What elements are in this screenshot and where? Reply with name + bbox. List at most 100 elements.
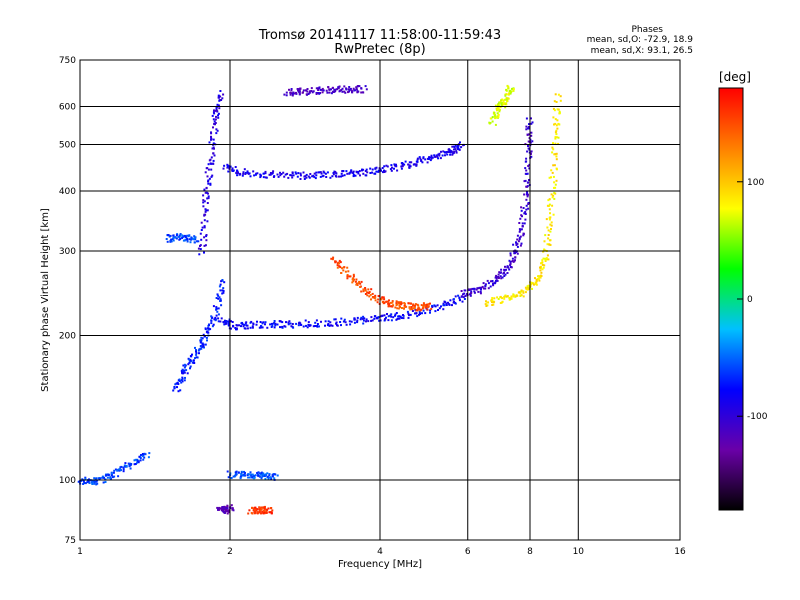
data-point xyxy=(350,320,353,323)
data-point xyxy=(129,462,132,465)
data-point xyxy=(136,460,139,463)
data-point xyxy=(285,321,287,324)
data-point xyxy=(420,304,423,307)
data-point xyxy=(481,285,484,288)
data-point xyxy=(451,145,454,148)
data-point xyxy=(342,266,345,269)
data-point xyxy=(494,276,497,279)
data-point xyxy=(381,314,384,317)
data-point xyxy=(372,296,375,299)
data-point xyxy=(191,361,194,364)
data-point xyxy=(333,318,336,321)
data-point xyxy=(553,197,556,200)
data-point xyxy=(434,310,437,313)
data-point xyxy=(267,477,270,479)
data-point xyxy=(353,318,356,321)
data-point xyxy=(555,167,558,170)
data-point xyxy=(272,170,275,173)
data-point xyxy=(559,95,562,98)
data-point xyxy=(547,204,550,207)
data-point xyxy=(201,337,204,340)
data-point xyxy=(554,142,557,145)
data-point xyxy=(504,294,507,297)
data-point xyxy=(396,307,399,310)
data-point xyxy=(434,305,437,308)
data-point xyxy=(398,301,401,304)
data-point xyxy=(191,353,193,356)
data-point xyxy=(147,456,150,459)
data-point xyxy=(504,93,507,96)
data-point xyxy=(137,461,140,464)
data-point xyxy=(355,283,358,286)
data-point xyxy=(441,154,444,157)
data-point xyxy=(209,328,212,331)
data-point xyxy=(528,133,531,136)
data-point xyxy=(218,508,221,511)
data-point xyxy=(538,279,541,282)
data-point xyxy=(457,144,459,147)
data-point xyxy=(433,154,436,157)
data-point xyxy=(181,234,184,237)
data-point xyxy=(257,471,260,474)
data-point xyxy=(123,464,126,467)
data-point xyxy=(340,317,343,320)
data-point xyxy=(241,174,244,177)
data-point xyxy=(557,136,560,139)
data-point xyxy=(422,157,425,160)
data-point xyxy=(550,224,553,227)
data-point xyxy=(547,229,550,232)
data-point xyxy=(413,163,416,166)
data-point xyxy=(401,165,404,168)
data-point xyxy=(412,303,415,306)
data-point xyxy=(331,175,334,178)
data-point xyxy=(547,199,550,202)
data-point xyxy=(328,324,331,327)
data-point xyxy=(512,293,515,296)
data-point xyxy=(528,167,531,170)
data-point xyxy=(530,117,532,120)
data-point xyxy=(226,512,229,515)
data-point xyxy=(211,174,214,177)
data-point xyxy=(279,320,282,323)
data-point xyxy=(491,297,494,299)
data-point xyxy=(244,474,247,477)
data-point xyxy=(497,113,500,116)
data-point xyxy=(336,324,338,327)
data-point xyxy=(330,88,332,91)
data-point xyxy=(491,304,494,306)
data-point xyxy=(362,172,365,175)
data-point xyxy=(200,339,203,342)
data-point xyxy=(500,99,503,102)
data-point xyxy=(458,148,461,151)
data-point xyxy=(556,127,559,130)
data-point xyxy=(262,506,265,509)
data-point xyxy=(487,282,490,285)
data-point xyxy=(333,88,336,91)
data-point xyxy=(347,91,349,94)
data-point xyxy=(204,171,207,174)
data-point xyxy=(212,126,214,129)
data-point xyxy=(271,474,274,477)
data-point xyxy=(95,477,98,480)
data-point xyxy=(203,219,206,222)
data-point xyxy=(435,154,438,157)
data-point xyxy=(298,90,301,93)
data-point xyxy=(553,153,556,156)
data-point xyxy=(553,186,555,189)
data-point xyxy=(520,214,523,217)
data-point xyxy=(291,171,294,174)
data-point xyxy=(232,475,235,478)
data-point xyxy=(346,172,349,175)
data-point xyxy=(263,473,266,476)
data-point xyxy=(220,317,223,320)
data-point xyxy=(272,322,275,325)
data-point xyxy=(374,172,377,175)
data-point xyxy=(550,221,553,224)
data-point xyxy=(357,85,360,87)
data-point xyxy=(343,174,346,177)
data-point xyxy=(525,173,528,175)
data-point xyxy=(193,235,196,238)
data-point xyxy=(205,191,208,194)
data-point xyxy=(341,174,344,177)
data-point xyxy=(361,317,364,320)
